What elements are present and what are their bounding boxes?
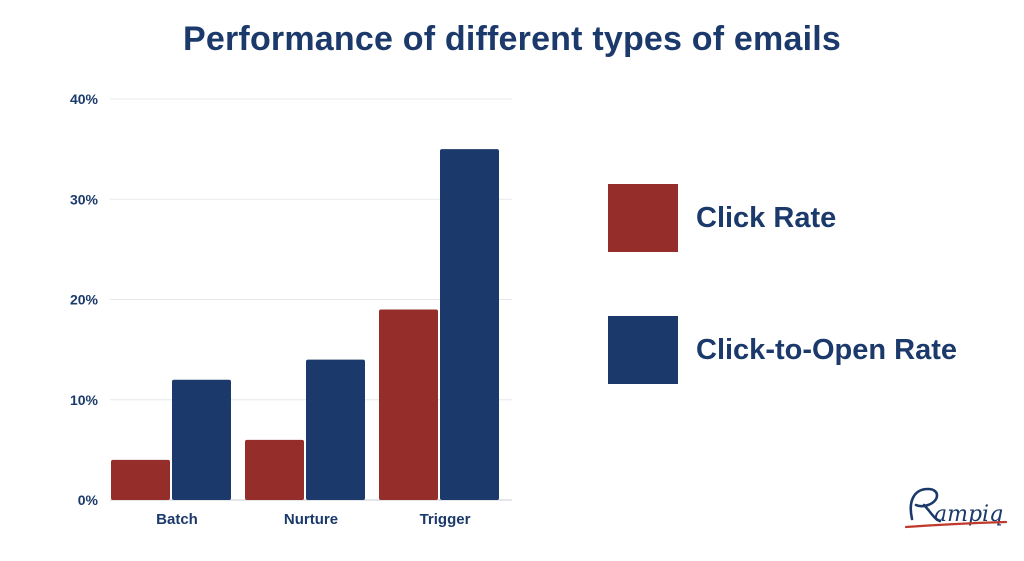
legend-label-click-to-open-rate: Click-to-Open Rate (696, 334, 957, 367)
bar-click-to-open-rate-trigger (440, 149, 499, 500)
x-tick-label: Batch (156, 511, 198, 528)
y-tick-label: 10% (70, 392, 99, 408)
legend-swatch-click-to-open-rate (608, 316, 678, 384)
bar-click-to-open-rate-batch (172, 380, 231, 500)
y-tick-label: 20% (70, 292, 99, 308)
bar-click-to-open-rate-nurture (306, 360, 365, 500)
bar-click-rate-batch (111, 460, 170, 500)
legend-swatch-click-rate (608, 184, 678, 252)
y-tick-label: 0% (78, 492, 99, 508)
x-tick-label: Trigger (420, 511, 471, 528)
bar-click-rate-trigger (379, 310, 438, 500)
y-tick-label: 40% (70, 91, 99, 107)
bar-click-rate-nurture (245, 440, 304, 500)
y-tick-label: 30% (70, 191, 99, 207)
x-tick-label: Nurture (284, 511, 338, 528)
legend-item-click-rate: Click Rate (608, 184, 836, 252)
legend-label-click-rate: Click Rate (696, 202, 836, 235)
rampiq-logo: ampiq (894, 481, 1012, 543)
legend-item-click-to-open-rate: Click-to-Open Rate (608, 316, 957, 384)
